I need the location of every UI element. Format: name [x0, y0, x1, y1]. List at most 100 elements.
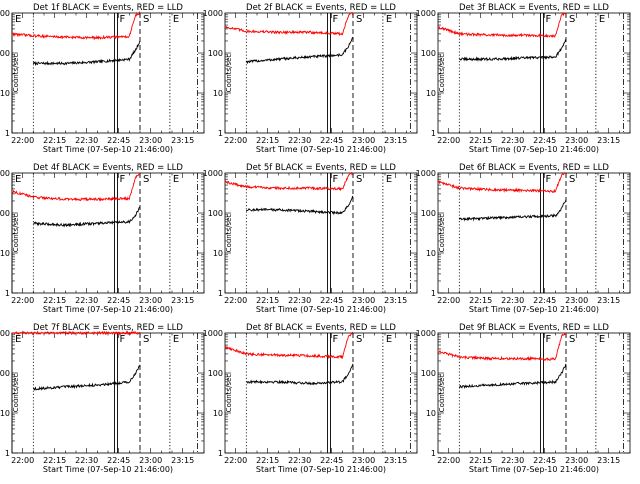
detector-panel-8: Det 8f BLACK = Events, RED = LLD 1 10 100 10… — [203, 323, 418, 474]
x-tick-label: 22:00 — [437, 456, 460, 465]
events-series-line — [32, 40, 141, 67]
axis-frame — [11, 332, 205, 454]
x-tick-label: 22:15 — [256, 456, 279, 465]
marker-label-e: E — [386, 174, 392, 185]
y-tick-label: 1 — [218, 129, 223, 138]
y-tick-label: 10 — [426, 409, 436, 418]
x-axis-label: Start Time (07-Sep-10 21:46:00) — [469, 465, 599, 474]
x-tick-label: 22:00 — [224, 456, 247, 465]
events-series-line — [458, 199, 567, 222]
y-tick-label: 1000 — [203, 169, 223, 178]
x-tick-label: 22:00 — [11, 136, 34, 145]
axis-frame — [11, 172, 205, 294]
lld-series-line — [437, 12, 567, 39]
marker-label-s: S — [569, 174, 575, 185]
x-tick-label: 22:30 — [501, 296, 524, 305]
y-axis-label: Counts/sec — [12, 54, 20, 93]
marker-label-f: F — [120, 174, 126, 185]
y-tick-label: 100 — [421, 49, 436, 58]
marker-label-f: F — [333, 174, 339, 185]
y-axis-label: Counts/sec — [12, 374, 20, 413]
marker-label-e: E — [599, 334, 605, 345]
marker-label-f: F — [546, 14, 552, 25]
detector-panel-5: Det 5f BLACK = Events, RED = LLD 1 10 100 10… — [203, 163, 418, 314]
x-tick-label: 23:00 — [565, 136, 588, 145]
x-axis-label: Start Time (07-Sep-10 21:46:00) — [469, 305, 599, 314]
marker-label-s: S — [143, 174, 149, 185]
x-axis-label: Start Time (07-Sep-10 21:46:00) — [256, 305, 386, 314]
x-tick-label: 22:45 — [533, 456, 556, 465]
axis-frame — [224, 332, 418, 454]
y-tick-label: 1 — [5, 449, 10, 458]
lld-series-line — [11, 330, 141, 336]
x-tick-label: 23:15 — [384, 296, 407, 305]
x-tick-label: 22:30 — [75, 456, 98, 465]
panel-title: Det 7f BLACK = Events, RED = LLD — [33, 323, 183, 333]
x-tick-label: 22:00 — [11, 296, 34, 305]
x-tick-label: 23:00 — [139, 136, 162, 145]
x-tick-label: 23:15 — [384, 136, 407, 145]
x-tick-label: 22:30 — [501, 136, 524, 145]
y-tick-label: 10 — [213, 89, 223, 98]
axis-frame — [11, 12, 205, 134]
y-tick-label: 1 — [431, 129, 436, 138]
marker-label-e: E — [599, 174, 605, 185]
x-tick-label: 22:15 — [256, 136, 279, 145]
x-tick-label: 23:00 — [352, 136, 375, 145]
marker-label-f: F — [546, 334, 552, 345]
marker-label-e: E — [173, 334, 179, 345]
detector-panel-3: Det 3f BLACK = Events, RED = LLD 1 10 100 10… — [416, 3, 631, 154]
detector-panel-2: Det 2f BLACK = Events, RED = LLD 1 10 100 10… — [203, 3, 418, 154]
x-tick-label: 22:15 — [469, 456, 492, 465]
x-tick-label: 22:45 — [107, 456, 130, 465]
x-tick-label: 22:15 — [469, 136, 492, 145]
marker-label-e: E — [15, 174, 21, 185]
y-tick-label: 1 — [5, 129, 10, 138]
panel-title: Det 4f BLACK = Events, RED = LLD — [33, 163, 183, 173]
marker-label-s: S — [569, 334, 575, 345]
marker-label-e: E — [15, 334, 21, 345]
x-tick-label: 22:30 — [501, 456, 524, 465]
y-tick-label: 1 — [218, 289, 223, 298]
y-tick-label: 10 — [0, 409, 10, 418]
y-tick-label: 1000 — [203, 9, 223, 18]
marker-label-e: E — [173, 174, 179, 185]
lld-series-line — [11, 172, 141, 202]
y-axis-label: Counts/sec — [225, 54, 233, 93]
marker-label-s: S — [356, 14, 362, 25]
marker-label-e: E — [386, 14, 392, 25]
x-tick-label: 22:45 — [320, 456, 343, 465]
x-axis-label: Start Time (07-Sep-10 21:46:00) — [43, 305, 173, 314]
detector-panel-4: Det 4f BLACK = Events, RED = LLD 1 10 100 10… — [0, 163, 205, 314]
y-tick-label: 1000 — [416, 9, 436, 18]
y-tick-label: 1000 — [416, 329, 436, 338]
y-tick-label: 100 — [421, 369, 436, 378]
y-axis-label: Counts/sec — [438, 374, 446, 413]
x-tick-label: 22:45 — [533, 136, 556, 145]
detector-panel-9: Det 9f BLACK = Events, RED = LLD 1 10 100 10… — [416, 323, 631, 474]
y-tick-label: 1000 — [203, 329, 223, 338]
marker-label-f: F — [120, 334, 126, 345]
detector-panel-6: Det 6f BLACK = Events, RED = LLD 1 10 100 10… — [416, 163, 631, 314]
y-tick-label: 1000 — [0, 329, 10, 338]
y-tick-label: 10 — [213, 249, 223, 258]
marker-label-e: E — [173, 14, 179, 25]
marker-label-f: F — [333, 14, 339, 25]
y-axis-label: Counts/sec — [225, 214, 233, 253]
x-tick-label: 23:15 — [384, 456, 407, 465]
y-tick-label: 1 — [218, 449, 223, 458]
x-tick-label: 23:00 — [565, 296, 588, 305]
x-tick-label: 22:15 — [256, 296, 279, 305]
x-tick-label: 23:15 — [597, 456, 620, 465]
y-axis-label: Counts/sec — [438, 54, 446, 93]
x-tick-label: 22:00 — [224, 296, 247, 305]
x-tick-label: 22:30 — [75, 136, 98, 145]
events-series-line — [459, 363, 567, 389]
events-series-line — [246, 363, 354, 386]
y-axis-label: Counts/sec — [12, 214, 20, 253]
y-tick-label: 1 — [431, 289, 436, 298]
y-tick-label: 100 — [208, 369, 223, 378]
lld-series-line — [224, 171, 354, 192]
